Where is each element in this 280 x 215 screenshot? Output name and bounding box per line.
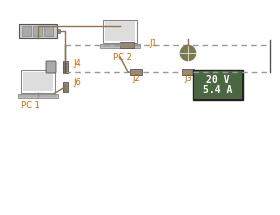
Text: J3: J3: [184, 74, 192, 83]
Text: PC 1: PC 1: [20, 101, 39, 110]
FancyBboxPatch shape: [22, 26, 31, 36]
FancyBboxPatch shape: [193, 70, 243, 100]
Text: 5.4 A: 5.4 A: [203, 85, 233, 95]
Text: 20 V: 20 V: [206, 75, 230, 85]
FancyBboxPatch shape: [21, 70, 55, 93]
Text: J2: J2: [132, 74, 140, 83]
FancyBboxPatch shape: [19, 24, 57, 38]
FancyBboxPatch shape: [44, 26, 53, 36]
FancyBboxPatch shape: [103, 20, 137, 43]
Text: J4: J4: [73, 59, 81, 68]
FancyBboxPatch shape: [105, 22, 135, 41]
FancyBboxPatch shape: [18, 94, 58, 98]
Text: J6: J6: [73, 78, 81, 87]
Text: PC 2: PC 2: [113, 53, 131, 62]
FancyBboxPatch shape: [100, 44, 140, 48]
FancyBboxPatch shape: [33, 26, 42, 36]
Circle shape: [180, 45, 196, 61]
Text: J1: J1: [149, 39, 157, 48]
FancyBboxPatch shape: [46, 61, 56, 73]
FancyBboxPatch shape: [120, 42, 134, 48]
FancyBboxPatch shape: [182, 69, 194, 75]
FancyBboxPatch shape: [130, 69, 142, 75]
FancyBboxPatch shape: [23, 72, 53, 91]
FancyBboxPatch shape: [194, 71, 242, 99]
FancyBboxPatch shape: [62, 61, 67, 73]
FancyBboxPatch shape: [62, 82, 67, 92]
FancyBboxPatch shape: [57, 29, 60, 33]
